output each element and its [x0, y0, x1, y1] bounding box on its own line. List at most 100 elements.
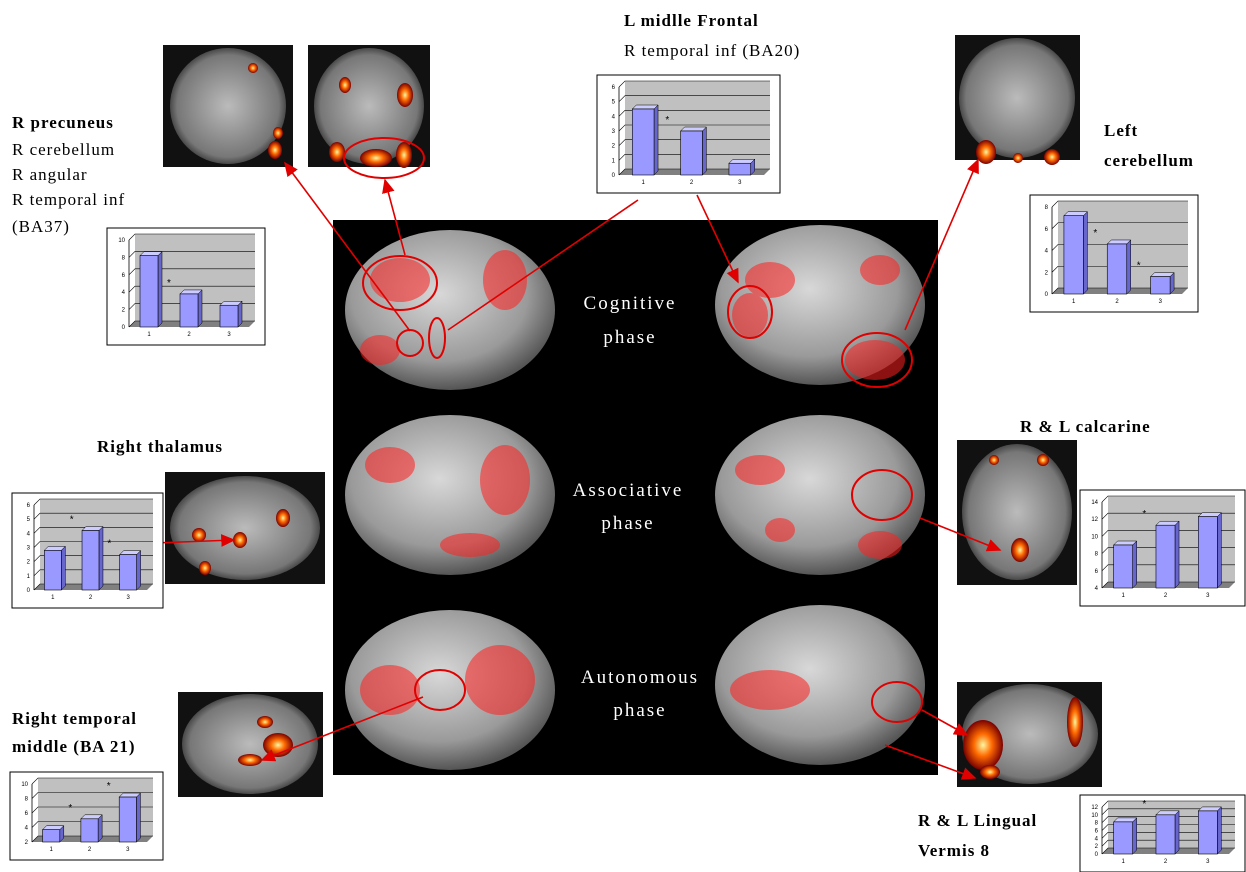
grid-line: [31, 777, 153, 785]
y-tick-label: 8: [1095, 552, 1099, 558]
x-tick-label: 3: [1206, 593, 1210, 599]
bar: [631, 108, 655, 176]
y-tick-label: 12: [1091, 517, 1098, 523]
bar: [728, 162, 752, 176]
y-tick-label: 6: [27, 503, 31, 509]
y-tick-label: 4: [122, 290, 126, 296]
y-tick-label: 2: [25, 840, 29, 846]
y-tick-label: 14: [1091, 500, 1098, 506]
grid-line: [1101, 800, 1235, 808]
grid-line: [1101, 816, 1235, 823]
grid-line: [1101, 581, 1235, 589]
grid-line: [128, 303, 255, 310]
bar: [1155, 814, 1176, 855]
grid-line: [128, 320, 255, 328]
bar-side: [1174, 810, 1180, 855]
x-tick-label: 3: [126, 595, 130, 601]
bar-side: [702, 126, 707, 176]
bar: [680, 130, 703, 176]
y-tick-label: 6: [612, 85, 616, 91]
grid-line: [33, 498, 153, 506]
bar-side: [1126, 239, 1131, 295]
bar-side: [1132, 540, 1137, 589]
significance-star: *: [68, 803, 72, 814]
bar-top: [219, 301, 243, 306]
grid-line: [1051, 265, 1188, 273]
significance-star: *: [665, 115, 669, 126]
y-tick-label: 5: [27, 517, 31, 523]
phase-label: Cognitive: [584, 293, 677, 314]
x-tick-label: 3: [1159, 299, 1163, 305]
y-tick-label: 6: [25, 811, 29, 817]
y-tick-label: 12: [1091, 805, 1098, 811]
bar-side: [61, 545, 66, 591]
grid-line: [1051, 244, 1188, 251]
region-label: cerebellum: [1104, 151, 1194, 170]
bar: [1106, 243, 1128, 295]
y-tick-label: 8: [122, 255, 126, 261]
grid-line: [618, 95, 770, 102]
phase-label: phase: [603, 327, 656, 348]
phase-label: Associative: [573, 480, 684, 501]
y-tick-label: 8: [1095, 821, 1099, 827]
grid-line: [1051, 287, 1188, 295]
x-tick-label: 2: [690, 180, 694, 186]
bar: [42, 829, 61, 843]
bar-top: [179, 289, 203, 295]
region-label: Left: [1104, 121, 1138, 140]
region-label: R temporal inf (BA20): [624, 41, 800, 60]
y-tick-label: 10: [118, 238, 125, 244]
bar-side: [97, 814, 103, 843]
grid-line: [618, 80, 770, 88]
region-label: Right thalamus: [97, 437, 223, 456]
y-tick-label: 1: [612, 158, 616, 164]
bar-top: [139, 251, 163, 256]
phase-label: phase: [601, 513, 654, 534]
bar-top: [1197, 512, 1222, 517]
bar: [1150, 276, 1171, 295]
y-tick-label: 0: [27, 588, 31, 594]
bar-side: [98, 525, 104, 591]
y-tick-label: 5: [612, 100, 616, 106]
significance-star: *: [1093, 228, 1097, 239]
significance-star: *: [107, 781, 111, 792]
bar: [118, 796, 137, 843]
grid-line: [33, 569, 153, 577]
grid-line: [618, 168, 770, 176]
region-label: R precuneus: [12, 113, 114, 132]
bar: [1113, 544, 1133, 589]
phase-label: Autonomous: [581, 667, 699, 688]
bar-top: [1113, 817, 1138, 823]
grid-line: [1101, 808, 1235, 816]
bar-top: [1106, 239, 1132, 245]
significance-star: *: [167, 278, 171, 289]
bar-top: [43, 546, 66, 551]
y-tick-label: 6: [122, 273, 126, 279]
y-tick-label: 6: [1045, 227, 1049, 233]
y-tick-label: 4: [27, 531, 31, 537]
bar-top: [1063, 211, 1089, 216]
bar-side: [237, 300, 243, 328]
bar-side: [1083, 211, 1088, 295]
bar-top: [119, 550, 142, 555]
y-tick-label: 8: [1045, 205, 1049, 211]
y-tick-label: 4: [1095, 586, 1099, 592]
bar-top: [728, 159, 756, 164]
bar: [219, 304, 239, 328]
y-tick-label: 4: [1045, 249, 1049, 255]
bar-top: [1197, 806, 1222, 812]
y-tick-label: 0: [1095, 852, 1099, 858]
mini-chart: 0 1 2 3 4 5 6 1 2 3 *: [596, 74, 781, 194]
grid-line: [128, 233, 255, 241]
grid-line: [33, 583, 153, 591]
grid-line: [33, 527, 153, 534]
bar: [1113, 821, 1133, 855]
bar: [139, 255, 159, 328]
grid-line: [1101, 824, 1235, 831]
bar: [44, 550, 62, 591]
y-tick-label: 10: [1091, 534, 1098, 540]
x-tick-label: 1: [1121, 593, 1125, 599]
grid-line: [31, 806, 153, 814]
